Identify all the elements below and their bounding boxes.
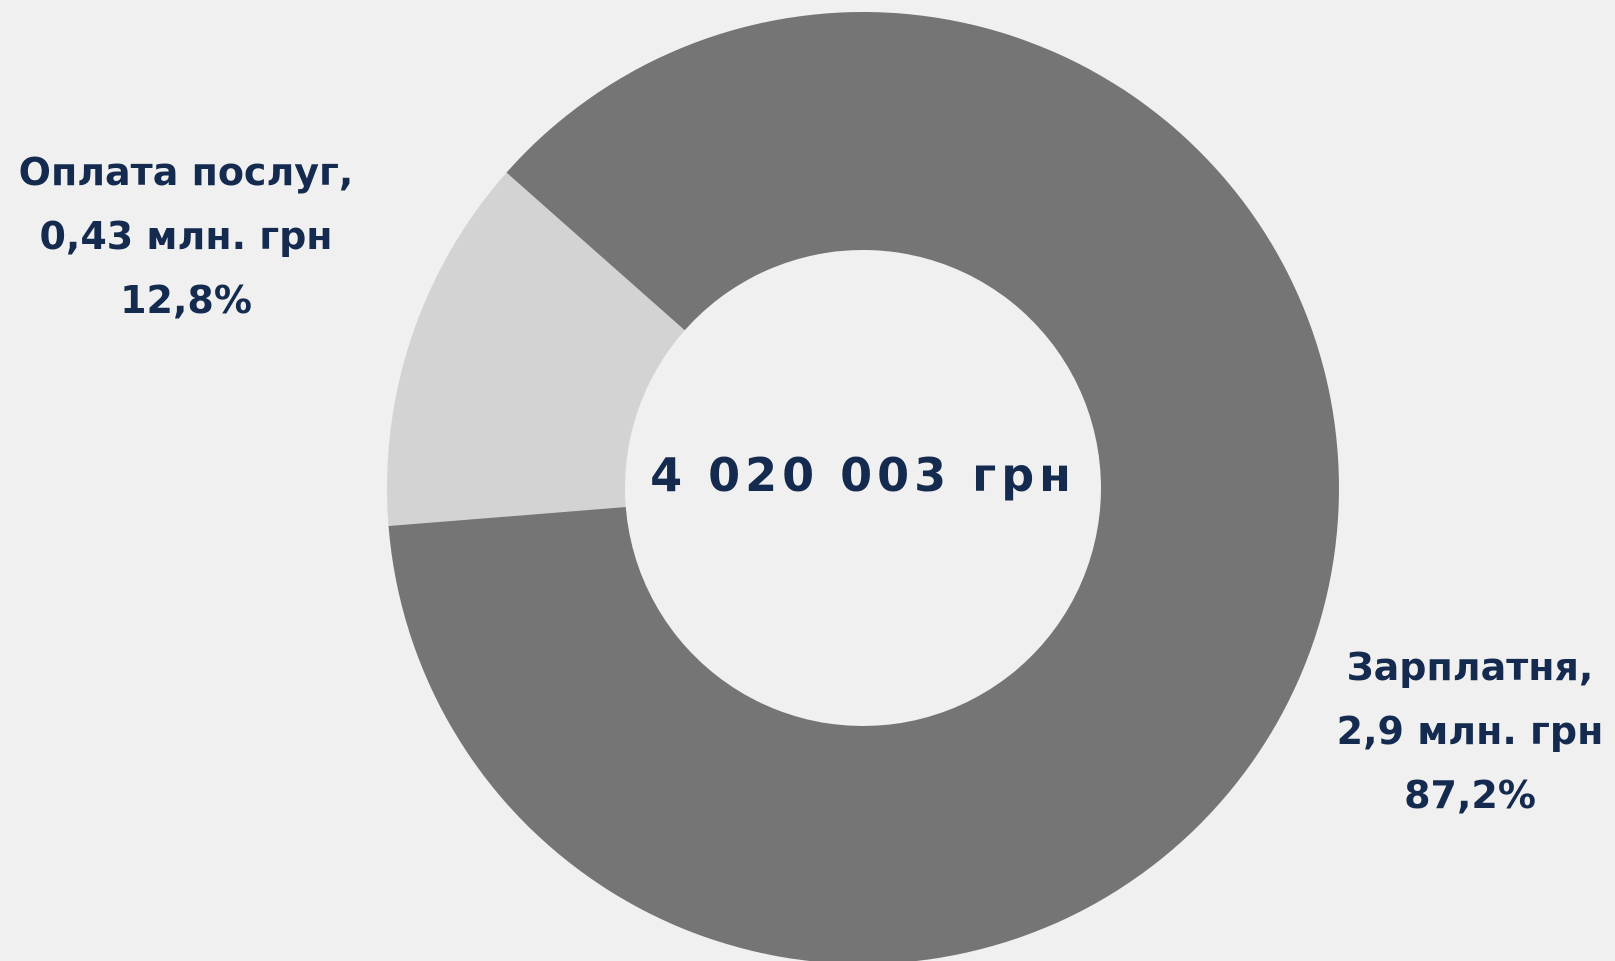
donut-center-total: 4 020 003 грн — [650, 448, 1076, 502]
slice-percent-services: 12,8% — [120, 278, 252, 322]
donut-slices — [387, 12, 1339, 961]
slice-percent-salary: 87,2% — [1404, 773, 1536, 817]
donut-slice-services — [387, 172, 685, 527]
slice-label-services: Оплата послуг, 0,43 млн. грн 12,8% — [0, 140, 372, 332]
donut-slice-salary — [388, 12, 1339, 961]
slice-amount-services: 0,43 млн. грн — [39, 214, 333, 258]
slice-name-salary: Зарплатня, — [1346, 645, 1594, 689]
slice-name-services: Оплата послуг, — [18, 150, 354, 194]
slice-label-salary: Зарплатня, 2,9 млн. грн 87,2% — [1325, 635, 1615, 827]
slice-amount-salary: 2,9 млн. грн — [1336, 709, 1604, 753]
